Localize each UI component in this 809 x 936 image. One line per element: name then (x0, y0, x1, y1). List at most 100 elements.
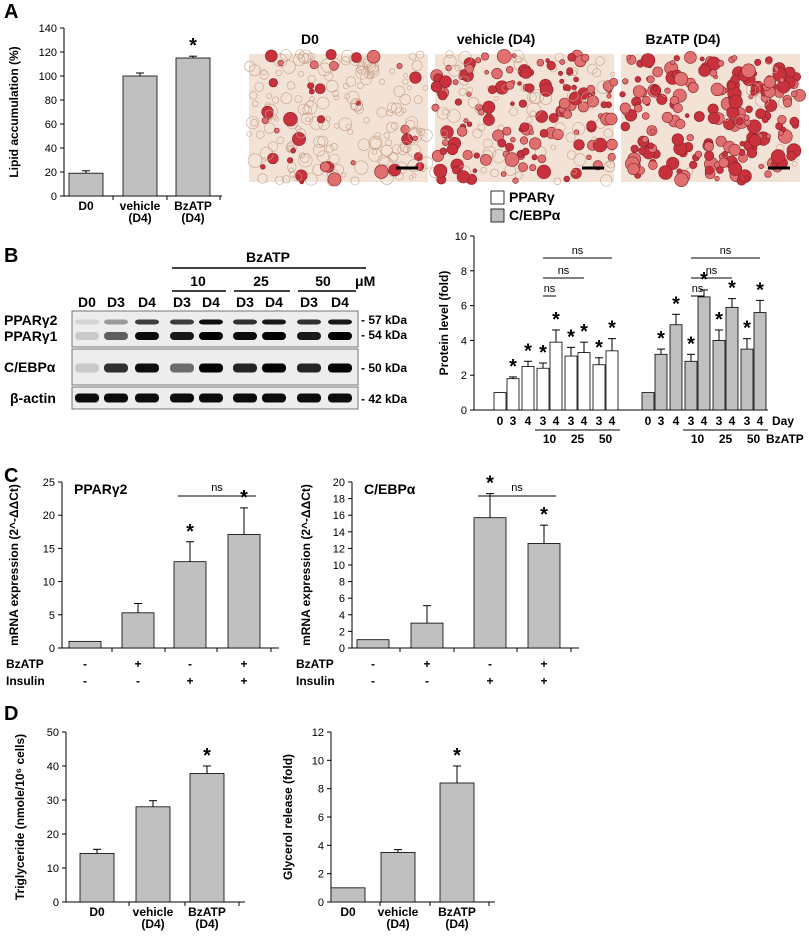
x-tick-label: D0 (340, 905, 356, 919)
cell (409, 71, 422, 84)
cell (458, 51, 472, 65)
cell (571, 169, 577, 175)
row-value: + (540, 674, 547, 688)
cell (722, 115, 729, 122)
y-axis-label: mRNA expression (2^-ΔΔCt) (299, 484, 313, 646)
band-cebp (104, 363, 128, 373)
cell (293, 53, 306, 67)
cell (699, 56, 705, 62)
cell (675, 119, 686, 130)
cell (661, 91, 668, 97)
y-tick-label: 12 (333, 543, 345, 555)
row-value: + (423, 657, 430, 671)
legend-swatch (490, 190, 505, 205)
band-actin (104, 393, 128, 403)
cell (346, 90, 360, 105)
cell (274, 175, 284, 185)
cell (554, 122, 566, 133)
cell (514, 171, 523, 180)
row-value: - (488, 657, 492, 671)
bar-cebp (697, 296, 711, 411)
band-ppar2 (170, 319, 194, 325)
bar-cebp (684, 360, 698, 411)
bar-ppar (564, 355, 578, 411)
cell (573, 76, 579, 83)
cell (439, 147, 448, 156)
significance-marker: * (608, 318, 616, 340)
x-tick-label: 3 (540, 414, 547, 428)
cell (459, 75, 470, 86)
cell (259, 70, 269, 80)
panel-label-a: A (4, 1, 18, 23)
band-ppar2 (297, 319, 321, 325)
y-tick-label: 2 (461, 370, 467, 382)
cell (630, 144, 639, 153)
cell (763, 75, 776, 89)
cell (577, 101, 589, 113)
cell (505, 81, 515, 90)
cell (633, 104, 643, 113)
y-tick-label: 6 (318, 812, 324, 824)
bar-ppar (549, 341, 563, 411)
bar-cebp (641, 392, 655, 411)
cell (399, 141, 412, 153)
y-tick-label: 80 (45, 95, 57, 107)
cell (496, 49, 512, 64)
cell (408, 128, 423, 143)
cell (526, 92, 537, 103)
bar-cebp (753, 312, 767, 411)
x-tick-label: BzATP (188, 905, 226, 919)
cell (273, 116, 279, 122)
bar-ppar (493, 392, 507, 411)
cell (298, 152, 305, 159)
cell (403, 146, 411, 154)
cell (401, 133, 413, 145)
cell (316, 115, 325, 124)
micrograph-group: D0 vehicle (D4) BzATP (D4) (244, 31, 806, 187)
row-value: + (240, 674, 247, 688)
dose-label: 50 (599, 432, 613, 446)
cell (366, 64, 380, 78)
cell (704, 150, 715, 161)
cell (473, 152, 480, 159)
cell (480, 52, 489, 61)
cell (563, 175, 570, 183)
ns-label: ns (211, 482, 223, 494)
cell (446, 143, 459, 156)
row-value: - (425, 674, 429, 688)
blot-row-label-actin: β-actin (10, 390, 56, 406)
cell (605, 112, 618, 126)
y-tick-label: 8 (339, 577, 345, 589)
cell (368, 135, 383, 150)
row-label: BzATP (296, 657, 334, 671)
cell (591, 68, 602, 78)
cell (565, 132, 576, 143)
bar (173, 561, 207, 649)
bar (356, 639, 390, 649)
row-value: - (83, 674, 87, 688)
cell (297, 103, 310, 116)
x-tick-label: D0 (78, 199, 94, 213)
ns-label: ns (558, 265, 570, 277)
cell (595, 56, 605, 66)
cell (626, 55, 632, 60)
cell (280, 92, 293, 104)
cell (482, 138, 493, 149)
y-tick-label: 10 (455, 231, 467, 243)
cell (550, 144, 557, 151)
x-tick-label: 3 (658, 414, 665, 428)
cell (314, 83, 326, 94)
cell (519, 136, 529, 145)
y-tick-label: 15 (43, 543, 55, 555)
blot-lane-label: D3 (300, 294, 318, 310)
cell (308, 88, 315, 95)
cell (743, 114, 750, 121)
cell (442, 108, 449, 116)
band-actin (199, 393, 223, 403)
cell (289, 171, 296, 178)
cell (518, 99, 528, 108)
x-tick-label: 3 (716, 414, 723, 428)
cell (298, 49, 313, 64)
band-actin (328, 393, 352, 403)
